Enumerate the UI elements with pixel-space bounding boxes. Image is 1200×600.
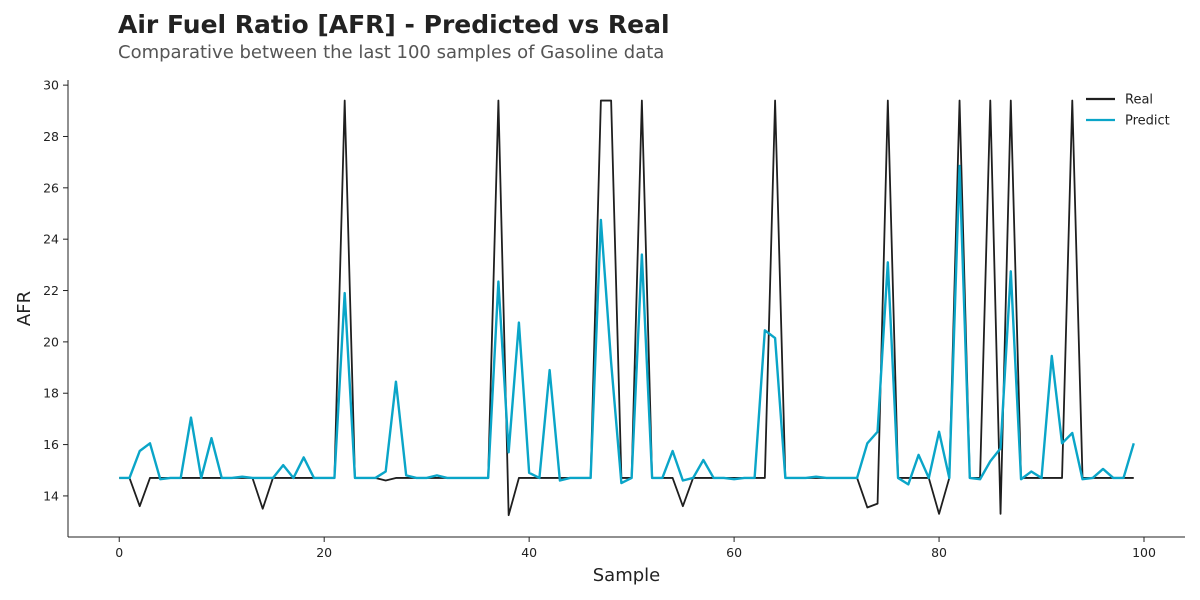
x-tick-label: 0: [115, 545, 123, 560]
y-tick-label: 26: [43, 180, 59, 195]
legend: Real Predict: [1086, 93, 1170, 129]
x-tick-label: 60: [726, 545, 742, 560]
y-tick-label: 30: [43, 78, 59, 93]
y-tick-label: 14: [43, 488, 59, 503]
y-tick-label: 20: [43, 334, 59, 349]
legend-label-real: Real: [1125, 93, 1153, 108]
chart-subtitle: Comparative between the last 100 samples…: [118, 42, 665, 63]
axes: 0 20 40 60 80 100 14 16 18 20 22 24 26 28 30 Sample AFR: [14, 78, 1185, 586]
y-tick-label: 16: [43, 437, 59, 452]
x-tick-label: 100: [1132, 545, 1156, 560]
y-tick-label: 24: [43, 232, 59, 247]
series-line-real: [119, 99, 1134, 517]
x-tick-label: 80: [931, 545, 947, 560]
series-line-predict: [119, 164, 1135, 486]
y-axis-label: AFR: [14, 291, 35, 326]
series-lines: [119, 99, 1135, 517]
y-tick-label: 18: [43, 386, 59, 401]
x-tick-label: 40: [521, 545, 537, 560]
y-tick-label: 28: [43, 129, 59, 144]
chart-title: Air Fuel Ratio [AFR] - Predicted vs Real: [118, 10, 670, 39]
legend-label-predict: Predict: [1125, 114, 1170, 129]
y-tick-label: 22: [43, 283, 59, 298]
x-tick-label: 20: [316, 545, 332, 560]
x-axis-label: Sample: [593, 565, 661, 586]
